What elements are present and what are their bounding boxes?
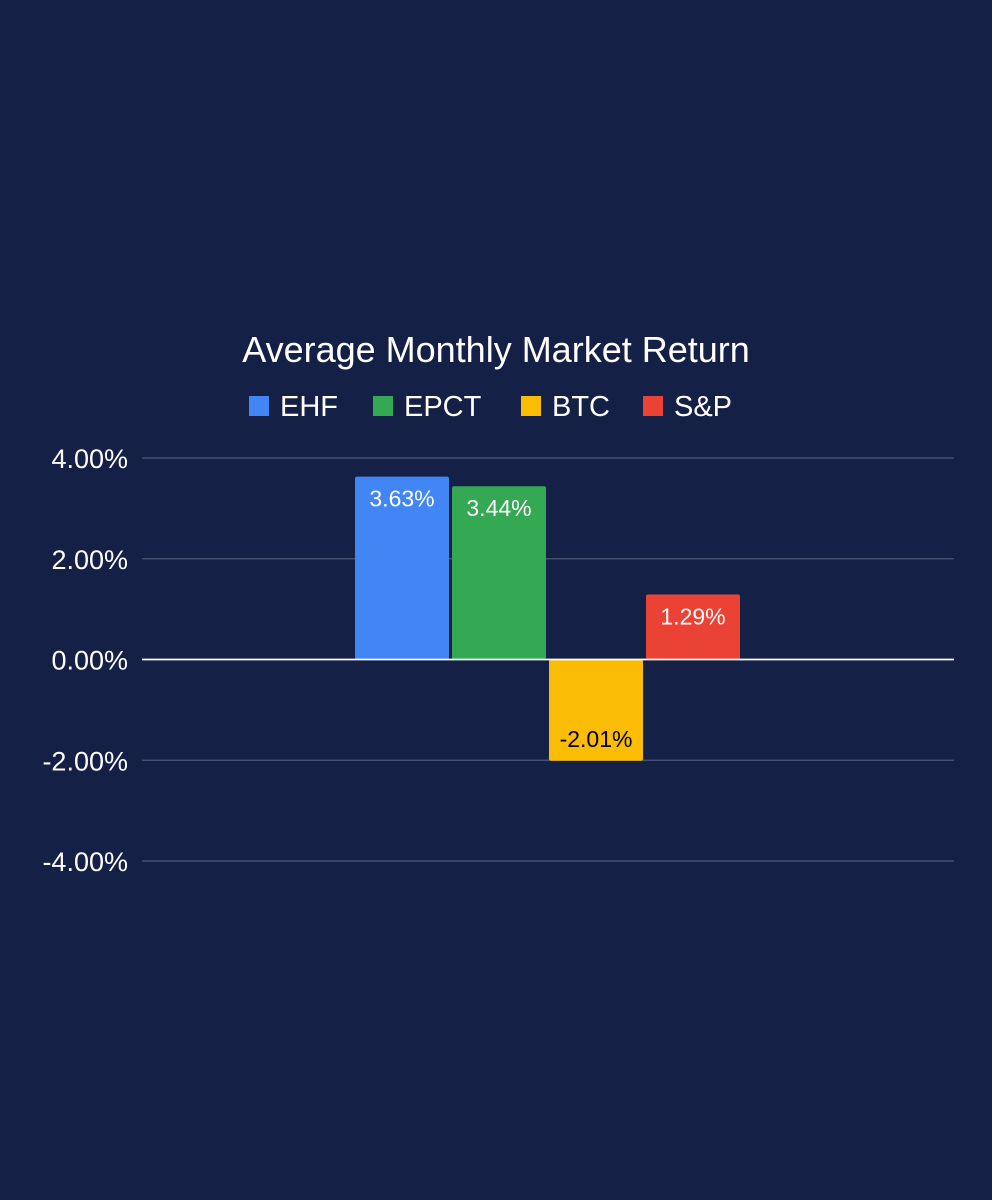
y-tick-label: 0.00% [51, 646, 128, 676]
bar-label-ehf: 3.63% [369, 486, 434, 512]
y-tick-label: -2.00% [42, 746, 128, 776]
legend: EHF EPCT BTC S&P [249, 391, 732, 423]
bar-labels: 3.63% 3.44% -2.01% 1.29% [369, 486, 725, 752]
bar-btc [549, 659, 643, 761]
legend-label-btc: BTC [552, 391, 610, 423]
bar-label-epct: 3.44% [466, 495, 531, 521]
legend-label-epct: EPCT [404, 391, 482, 423]
legend-label-ehf: EHF [280, 391, 338, 423]
legend-swatch-epct [373, 396, 393, 416]
legend-swatch-sandp [643, 396, 663, 416]
chart-title: Average Monthly Market Return [242, 329, 750, 370]
legend-swatch-ehf [249, 396, 269, 416]
y-tick-label: 4.00% [51, 444, 128, 474]
bar-epct [452, 486, 546, 660]
y-tick-label: 2.00% [51, 545, 128, 575]
bar-label-btc: -2.01% [560, 726, 633, 752]
gridlines [142, 457, 954, 862]
bar-ehf [355, 476, 449, 660]
bar-label-sandp: 1.29% [660, 604, 725, 630]
bars [355, 476, 740, 761]
y-tick-label: -4.00% [42, 847, 128, 877]
y-axis-ticks: 4.00% 2.00% 0.00% -2.00% -4.00% [42, 444, 128, 877]
bar-sandp [646, 594, 740, 660]
legend-swatch-btc [521, 396, 541, 416]
legend-label-sandp: S&P [674, 391, 732, 423]
